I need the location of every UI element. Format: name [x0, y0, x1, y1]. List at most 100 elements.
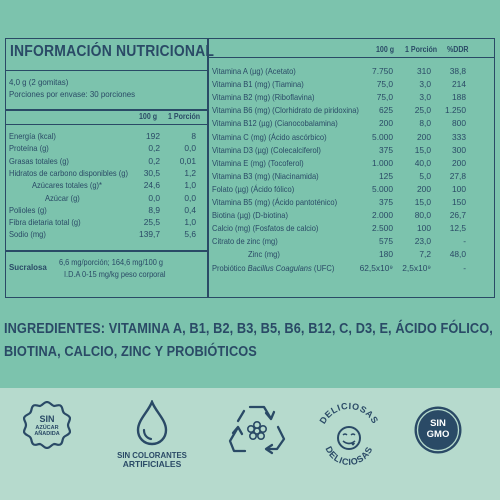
deliciosas-ring-icon: DELICIOSAS DELICIOSAS: [318, 401, 380, 467]
vitamin-label: Zinc (mg): [248, 249, 280, 260]
ingredients-line-1: INGREDIENTES: VITAMINA A, B1, B2, B3, B5…: [4, 321, 493, 337]
vitamin-value-portion: 5,0: [419, 170, 431, 181]
vitamin-value-portion: 200: [417, 131, 431, 142]
nutrient-label: Hidratos de carbono disponibles (g): [9, 167, 128, 178]
vitamin-value-100g: 2.500: [372, 223, 393, 234]
vitamin-value-portion: 8,0: [419, 118, 431, 129]
nutrient-value-100g: 0,0: [148, 192, 160, 203]
nutrient-label: Sodio (mg): [9, 229, 46, 240]
vitamin-label: Folato (µg) (Ácido fólico): [212, 183, 295, 194]
sin-colorantes-badge: [130, 398, 174, 451]
vitamin-value-100g: 2.000: [372, 210, 393, 221]
vitamin-value-portion: 25,0: [414, 105, 431, 116]
vitamin-value-ddr: 333: [452, 131, 466, 142]
scalloped-badge-icon: [22, 400, 72, 450]
sin-gmo-l2: GMO: [426, 429, 450, 440]
nutrient-value-100g: 25,5: [143, 217, 160, 228]
left-header-100g: 100 g: [139, 112, 158, 121]
nutrient-value-100g: 0,2: [148, 155, 160, 166]
deliciosas-badge: DELICIOSAS DELICIOSAS: [314, 396, 384, 479]
sin-gmo-seal-icon: [414, 406, 462, 454]
sucralosa-rule: [5, 250, 208, 252]
nutrient-label: Grasas totales (g): [9, 155, 69, 166]
vitamin-value-portion: 80,0: [414, 210, 431, 221]
vitamin-label: Vitamina A (µg) (Acetato): [212, 66, 296, 76]
vitamin-value-portion: 7,2: [419, 249, 431, 260]
nutrient-value-portion: 5,6: [184, 229, 196, 240]
sin-azucar-l2: AZÚCAR: [35, 425, 59, 431]
vitamin-value-portion: 15,0: [414, 197, 431, 207]
vitamin-label: Citrato de zinc (mg): [212, 236, 278, 247]
vitamin-value-ddr: 800: [452, 118, 466, 129]
vitamin-value-100g: 575: [379, 236, 393, 247]
sucralosa-ida: I.D.A 0-15 mg/kg peso corporal: [64, 270, 166, 279]
vitamin-value-ddr: 26,7: [449, 210, 466, 221]
nutrition-panel: [5, 38, 495, 298]
vitamin-value-100g: 375: [379, 197, 393, 207]
nutrient-value-portion: 0,0: [184, 143, 196, 154]
vitamin-value-100g: 125: [379, 170, 393, 181]
drop-icon: [136, 398, 168, 446]
panel-divider: [207, 38, 209, 298]
right-header-ddr: %DDR: [447, 45, 469, 54]
vitamin-value-100g: 625: [379, 105, 393, 116]
nutrient-value-100g: 30,5: [143, 167, 160, 178]
vitamin-value-100g: 375: [379, 144, 393, 155]
left-header-rule-top: [5, 109, 208, 111]
sucralosa-dose: 6,6 mg/porción; 164,6 mg/100 g: [59, 258, 163, 267]
nutrient-value-portion: 0,0: [184, 192, 196, 203]
recycle-badge: [228, 403, 286, 468]
vitamin-value-ddr: -: [463, 262, 466, 273]
left-header-rule-bottom: [5, 124, 208, 126]
vitamin-label: Vitamina B12 (µg) (Cianocobalamina): [212, 118, 338, 129]
vitamin-label: Vitamina B2 (mg) (Riboflavina): [212, 92, 315, 103]
vitamin-value-ddr: -: [463, 236, 466, 247]
sucralosa-label: Sucralosa: [9, 262, 47, 272]
vitamin-value-100g: 180: [379, 249, 393, 260]
vitamin-label: Vitamina C (mg) (Ácido ascórbico): [212, 131, 327, 142]
vitamin-value-ddr: 38,8: [449, 66, 466, 76]
sin-azucar-badge: SIN AZÚCAR AÑADIDA: [22, 400, 72, 454]
servings-per-container: Porciones por envase: 30 porciones: [9, 89, 136, 99]
vitamin-value-portion: 100: [417, 223, 431, 234]
nutrient-value-100g: 8,9: [148, 204, 160, 215]
vitamin-value-100g: 5.000: [372, 131, 393, 142]
nutrient-label: Polioles (g): [9, 204, 47, 215]
vitamin-value-100g: 200: [379, 118, 393, 129]
vitamin-value-100g: 1.000: [372, 157, 393, 168]
nutrient-label: Fibra dietaria total (g): [9, 217, 81, 228]
vitamin-label: Vitamina D3 (µg) (Colecalciferol): [212, 144, 321, 155]
vitamin-label: Vitamina B5 (mg) (Ácido pantoténico): [212, 197, 338, 207]
nutrient-value-portion: 8: [191, 131, 196, 141]
vitamin-value-100g: 75,0: [376, 92, 393, 103]
vitamin-value-ddr: 1.250: [445, 105, 466, 116]
vitamin-label: Biotina (µg) (D-biotina): [212, 210, 288, 221]
vitamin-value-100g: 7.750: [372, 66, 393, 76]
nutrient-label: Azúcar (g): [45, 192, 80, 203]
vitamin-value-portion: 200: [417, 183, 431, 194]
vitamin-value-ddr: 214: [452, 79, 466, 90]
vitamin-value-ddr: 150: [452, 197, 466, 207]
right-header-portion: 1 Porción: [405, 45, 438, 54]
vitamin-value-ddr: 27,8: [449, 170, 466, 181]
vitamin-label: Vitamina E (mg) (Tocoferol): [212, 157, 304, 168]
nutrient-value-portion: 0,4: [184, 204, 196, 215]
vitamin-value-100g: 75,0: [376, 79, 393, 90]
nutrient-value-100g: 0,2: [148, 143, 160, 154]
vitamin-value-ddr: 300: [452, 144, 466, 155]
vitamin-label: Vitamina B6 (mg) (Clorhidrato de piridox…: [212, 105, 359, 116]
sin-azucar-l1: SIN: [39, 414, 55, 424]
vitamin-value-portion: 15,0: [414, 144, 431, 155]
vitamin-value-ddr: 12,5: [449, 223, 466, 234]
sin-colorantes-l2: ARTIFICIALES: [122, 459, 182, 469]
vitamin-value-ddr: 48,0: [449, 249, 466, 260]
right-header-100g: 100 g: [376, 45, 395, 54]
nutrient-label: Azúcares totales (g)*: [32, 180, 102, 191]
vitamin-value-portion: 23,0: [414, 236, 431, 247]
left-header-portion: 1 Porción: [168, 112, 201, 121]
vitamin-value-portion: 3,0: [419, 92, 431, 103]
deliciosas-top-text: DELICIOSAS: [318, 401, 380, 426]
nutrient-label: Energía (kcal): [9, 131, 56, 141]
vitamin-value-ddr: 200: [452, 157, 466, 168]
nutrient-value-100g: 139,7: [139, 229, 160, 240]
